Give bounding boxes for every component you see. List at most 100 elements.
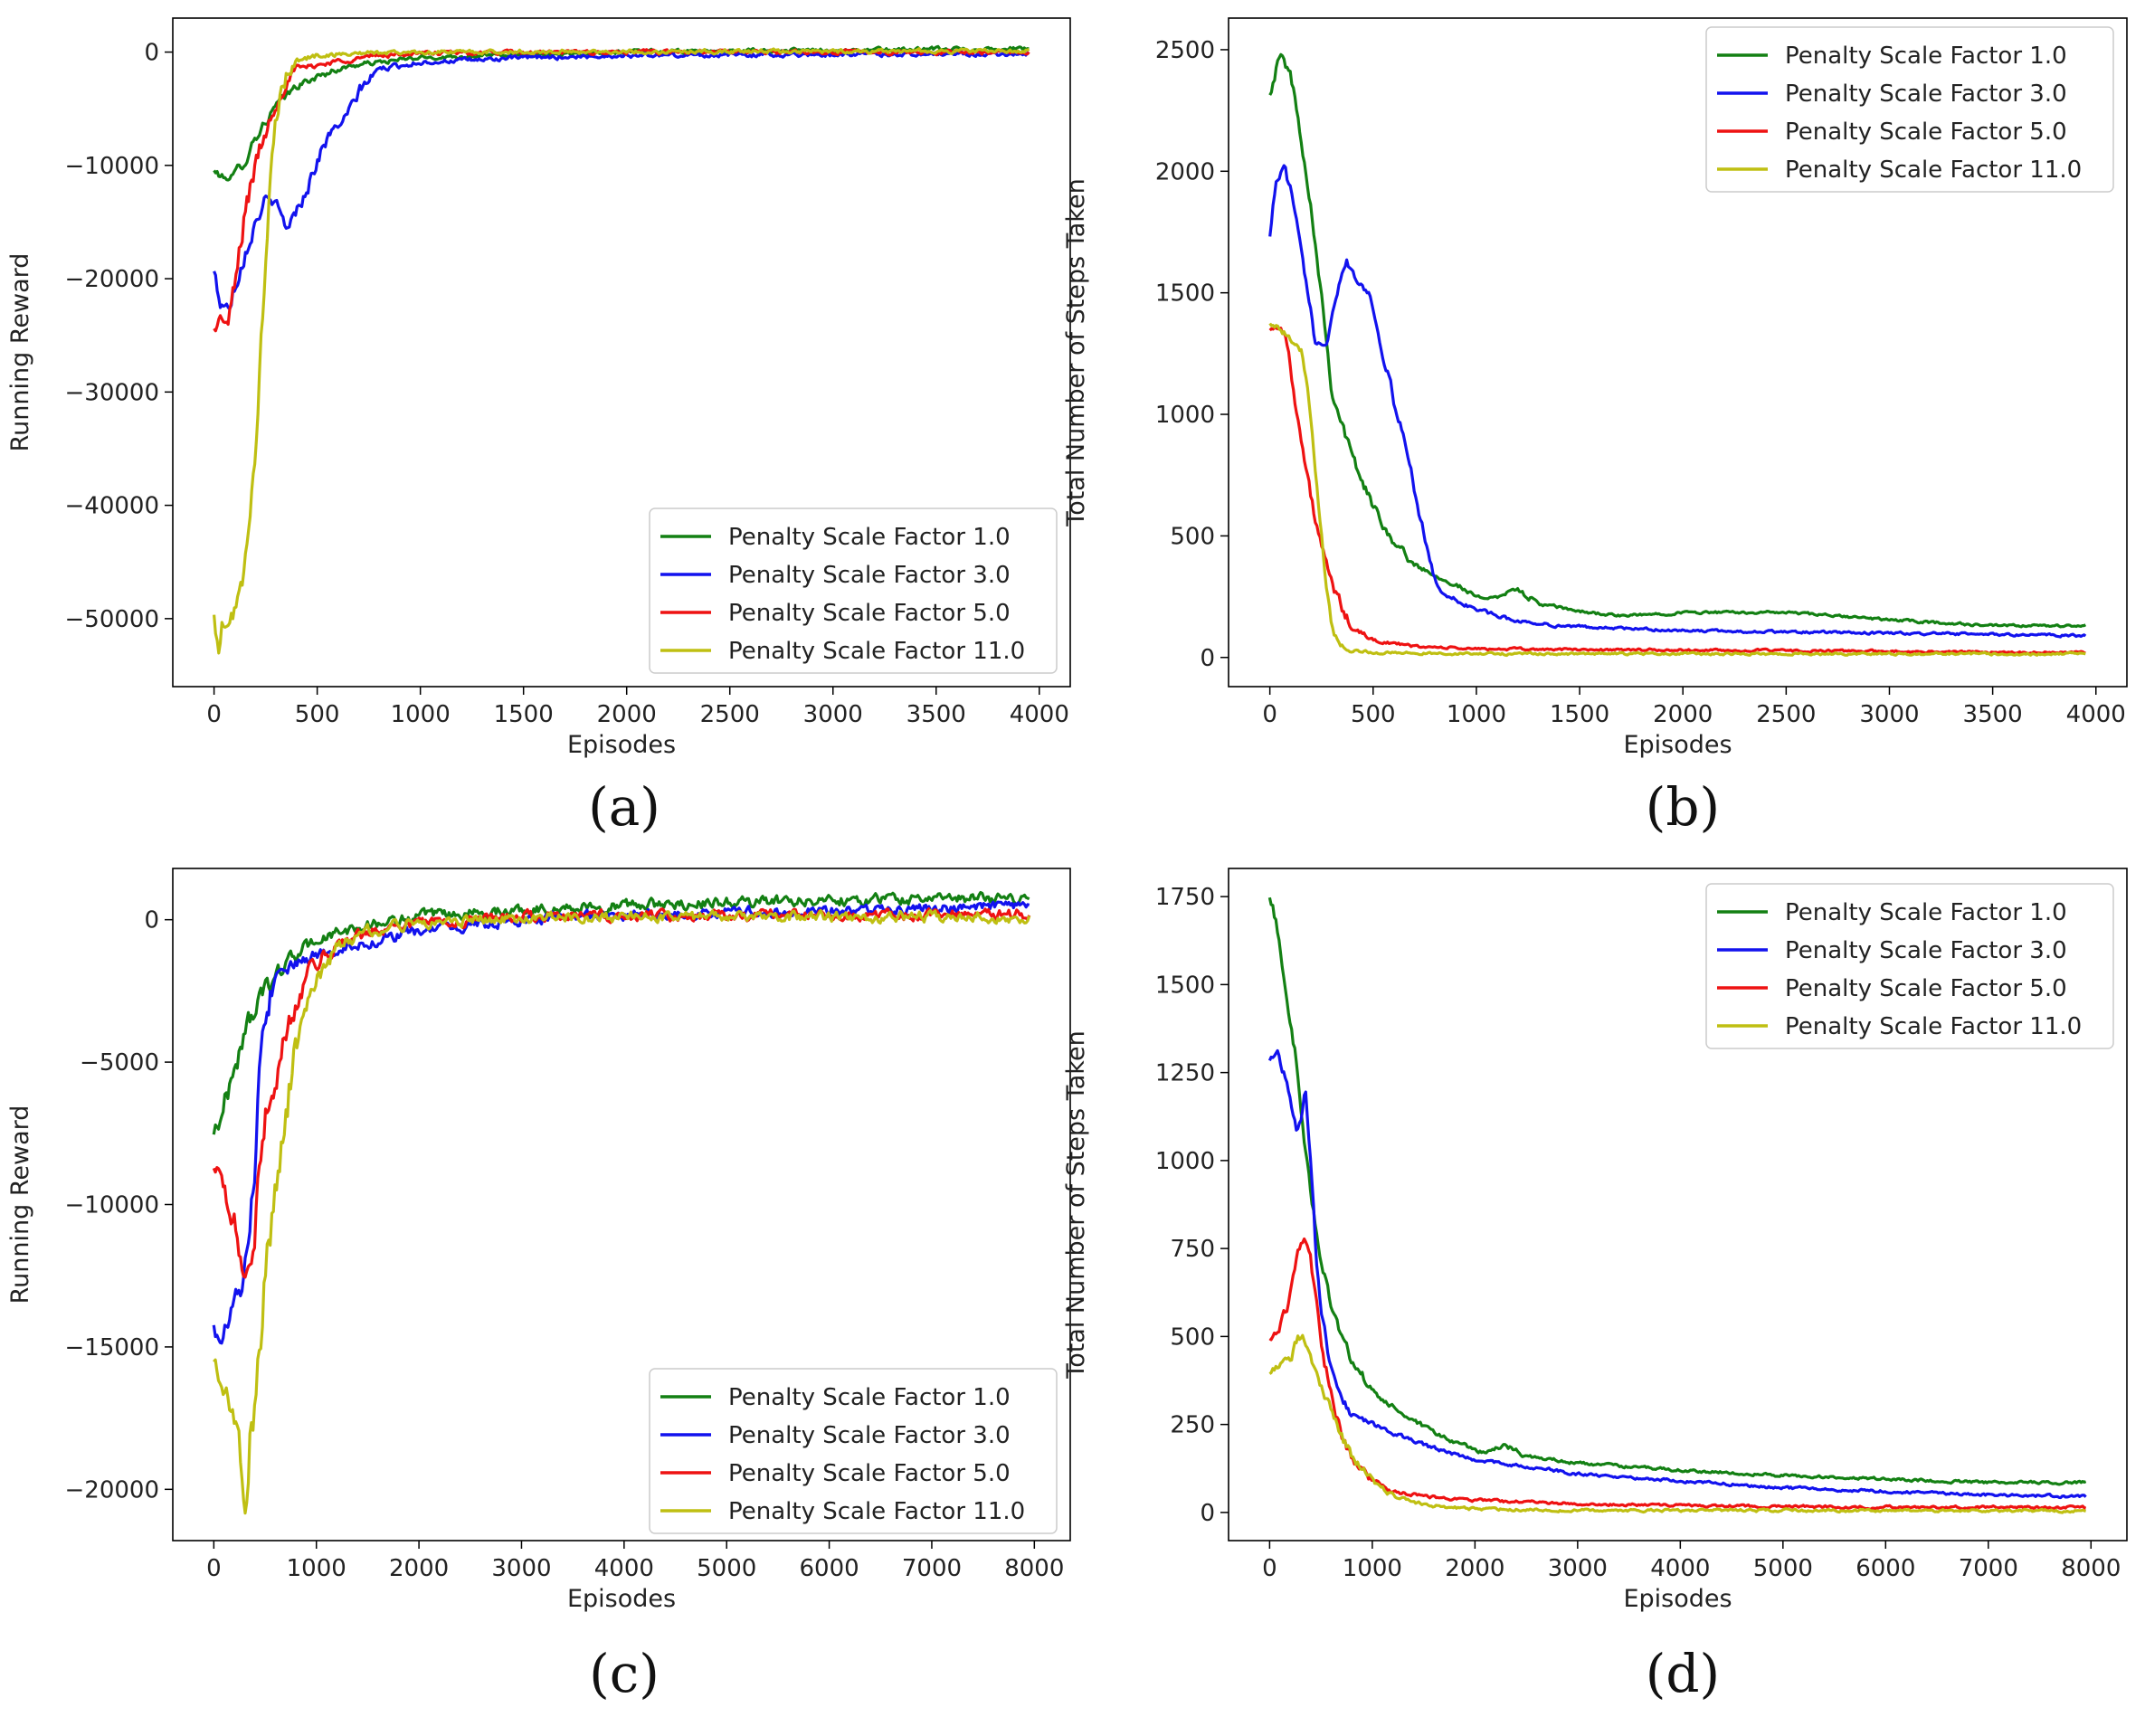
series-line-4 xyxy=(213,47,1030,655)
legend-entry: Penalty Scale Factor 1.0 xyxy=(1785,43,2067,70)
y-tick-label: 1750 xyxy=(1155,884,1215,911)
chart-panel-3: 0 1000 2000 3000 4000 5000 6000 7000 8000 0 −5000 −… xyxy=(6,868,1071,1704)
x-tick-label: 500 xyxy=(295,701,340,728)
x-axis-label: Episodes xyxy=(567,731,676,759)
series-line-3 xyxy=(1268,1237,2087,1511)
y-tick-label: −10000 xyxy=(65,1192,160,1219)
x-tick-label: 2500 xyxy=(700,701,760,728)
legend: Penalty Scale Factor 1.0 Penalty Scale Fa… xyxy=(1705,883,2114,1049)
panel-caption: (a) xyxy=(588,776,660,838)
x-tick-label: 2500 xyxy=(1756,701,1816,728)
y-tick-label: −40000 xyxy=(65,493,160,520)
x-tick-label: 5000 xyxy=(1753,1555,1813,1582)
x-tick-label: 3000 xyxy=(803,701,863,728)
x-tick-label: 500 xyxy=(1351,701,1396,728)
x-tick-label: 1000 xyxy=(1447,701,1506,728)
x-tick-label: 8000 xyxy=(2061,1555,2121,1582)
legend-entry: Penalty Scale Factor 5.0 xyxy=(728,600,1011,627)
x-tick-label: 1500 xyxy=(494,701,554,728)
legend-box xyxy=(649,508,1058,674)
x-axis-label: Episodes xyxy=(1623,731,1732,759)
x-axis-label: Episodes xyxy=(1623,1585,1732,1613)
legend-box xyxy=(1705,26,2114,193)
panel-caption: (d) xyxy=(1646,1643,1720,1704)
x-tick-label: 7000 xyxy=(902,1555,962,1582)
legend-entry: Penalty Scale Factor 3.0 xyxy=(1785,81,2067,108)
legend-entry: Penalty Scale Factor 5.0 xyxy=(728,1460,1011,1487)
x-tick-label: 3000 xyxy=(1548,1555,1608,1582)
x-tick-label: 6000 xyxy=(1856,1555,1915,1582)
legend-entry: Penalty Scale Factor 1.0 xyxy=(728,1384,1011,1411)
series-line-4 xyxy=(213,908,1031,1515)
y-tick-label: −20000 xyxy=(65,1476,160,1504)
y-tick-label: 250 xyxy=(1170,1412,1215,1439)
x-tick-label: 1000 xyxy=(1343,1555,1402,1582)
y-tick-label: 1000 xyxy=(1155,1148,1215,1175)
series-line-1 xyxy=(213,44,1030,182)
series-line-1 xyxy=(212,890,1030,1135)
series-line-3 xyxy=(212,907,1031,1279)
y-tick-label: 1500 xyxy=(1155,280,1215,308)
y-tick-label: −50000 xyxy=(65,606,160,633)
series-line-2 xyxy=(1268,164,2087,639)
legend-entry: Penalty Scale Factor 5.0 xyxy=(1785,119,2067,146)
y-tick-label: 0 xyxy=(144,40,159,67)
legend-entry: Penalty Scale Factor 3.0 xyxy=(1785,937,2067,964)
y-tick-label: 1000 xyxy=(1155,402,1215,429)
x-tick-label: 4000 xyxy=(594,1555,654,1582)
y-tick-label: 500 xyxy=(1170,1323,1215,1351)
x-tick-label: 2000 xyxy=(1445,1555,1504,1582)
x-tick-label: 1000 xyxy=(391,701,451,728)
x-tick-label: 6000 xyxy=(799,1555,859,1582)
plot-frame xyxy=(1228,868,2128,1542)
x-tick-label: 0 xyxy=(206,1555,222,1582)
y-tick-label: −30000 xyxy=(65,379,160,406)
series-line-2 xyxy=(212,900,1030,1345)
panel-caption: (c) xyxy=(589,1643,660,1704)
legend: Penalty Scale Factor 1.0 Penalty Scale Fa… xyxy=(1705,26,2114,193)
chart-panel-4: 0 1000 2000 3000 4000 5000 6000 7000 8000 0 250 500… xyxy=(1062,868,2128,1704)
legend-entry: Penalty Scale Factor 5.0 xyxy=(1785,975,2067,1002)
legend-entry: Penalty Scale Factor 11.0 xyxy=(1785,157,2082,184)
x-axis-label: Episodes xyxy=(567,1585,676,1613)
x-tick-label: 0 xyxy=(1262,1555,1277,1582)
plot-frame xyxy=(1228,17,2128,688)
y-axis-label: Running Reward xyxy=(6,253,34,452)
panel-caption: (b) xyxy=(1646,776,1720,838)
x-tick-label: 7000 xyxy=(1959,1555,2018,1582)
series-line-4 xyxy=(1268,1333,2086,1514)
y-tick-label: 0 xyxy=(1200,1500,1215,1527)
series-line-3 xyxy=(1268,326,2086,656)
x-tick-label: 3500 xyxy=(906,701,966,728)
series-line-2 xyxy=(213,50,1030,311)
series-line-1 xyxy=(1268,52,2087,629)
y-tick-label: −15000 xyxy=(65,1334,160,1361)
x-tick-label: 4000 xyxy=(1650,1555,1710,1582)
y-tick-label: 0 xyxy=(144,907,159,934)
chart-panel-1: 0 500 1000 1500 2000 2500 3000 3500 4000 0 −10000 −… xyxy=(6,17,1071,838)
y-tick-label: 2500 xyxy=(1155,37,1215,64)
x-tick-label: 2000 xyxy=(597,701,657,728)
y-tick-label: 2000 xyxy=(1155,158,1215,185)
legend-entry: Penalty Scale Factor 3.0 xyxy=(728,562,1011,589)
y-tick-label: 750 xyxy=(1170,1236,1215,1263)
x-tick-label: 5000 xyxy=(697,1555,756,1582)
x-tick-label: 0 xyxy=(1262,701,1277,728)
legend-entry: Penalty Scale Factor 11.0 xyxy=(728,638,1025,665)
series-line-2 xyxy=(1267,1048,2087,1500)
legend-box xyxy=(1705,883,2114,1049)
x-tick-label: 8000 xyxy=(1004,1555,1064,1582)
legend-entry: Penalty Scale Factor 11.0 xyxy=(728,1498,1025,1525)
x-tick-label: 2000 xyxy=(1653,701,1713,728)
y-tick-label: 0 xyxy=(1200,645,1215,672)
legend-entry: Penalty Scale Factor 3.0 xyxy=(728,1422,1011,1449)
plot-frame xyxy=(172,17,1071,688)
x-tick-label: 2000 xyxy=(389,1555,449,1582)
x-tick-label: 3000 xyxy=(1859,701,1919,728)
y-tick-label: −20000 xyxy=(65,266,160,293)
x-tick-label: 3500 xyxy=(1963,701,2023,728)
x-tick-label: 1000 xyxy=(287,1555,346,1582)
series-line-1 xyxy=(1267,896,2087,1486)
y-tick-label: 1500 xyxy=(1155,972,1215,999)
